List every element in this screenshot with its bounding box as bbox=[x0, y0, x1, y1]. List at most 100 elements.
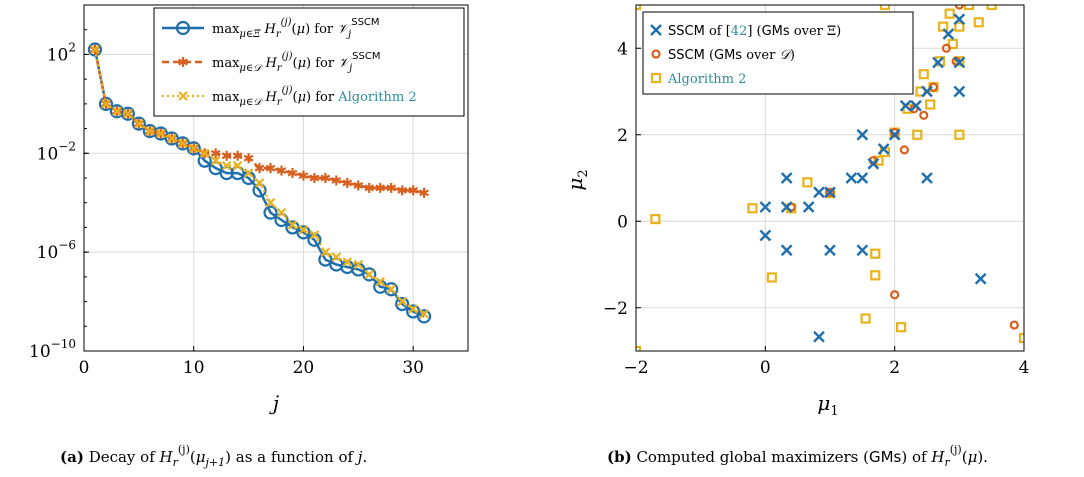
data-point bbox=[232, 160, 243, 171]
data-point bbox=[331, 252, 342, 262]
data-point bbox=[221, 160, 232, 171]
data-point bbox=[860, 313, 871, 324]
data-point bbox=[912, 129, 923, 140]
x-tick-label: −2 bbox=[623, 358, 648, 378]
panel-a-xlabel: j bbox=[269, 391, 279, 415]
data-point bbox=[298, 225, 309, 235]
caption-a: (a) Decay of Hr(j)(μj+1) as a function o… bbox=[60, 443, 367, 469]
data-point bbox=[353, 259, 364, 270]
data-point bbox=[870, 248, 881, 259]
data-point bbox=[919, 110, 929, 120]
data-point bbox=[276, 207, 287, 218]
data-point bbox=[944, 8, 955, 19]
data-point bbox=[877, 143, 890, 155]
data-point bbox=[178, 91, 188, 101]
data-point bbox=[298, 170, 309, 181]
data-point bbox=[879, 5, 891, 11]
y-tick-label: 0 bbox=[617, 212, 628, 232]
data-point bbox=[824, 244, 836, 257]
data-point bbox=[825, 187, 835, 197]
data-point bbox=[921, 172, 933, 184]
caption-a-label: (a) bbox=[60, 448, 84, 466]
data-point bbox=[938, 21, 949, 32]
data-point bbox=[186, 141, 201, 156]
data-point bbox=[867, 157, 880, 170]
data-point bbox=[408, 304, 418, 314]
data-point bbox=[243, 168, 254, 178]
data-point bbox=[419, 309, 429, 319]
data-point bbox=[384, 282, 399, 297]
legend-entry: SSCM of [42] (GMs over Ξ) bbox=[650, 24, 841, 39]
data-point bbox=[941, 43, 952, 53]
panel-b-ylabel: μ2 bbox=[563, 169, 591, 190]
data-point bbox=[963, 5, 975, 11]
data-point bbox=[375, 277, 386, 287]
data-point bbox=[395, 296, 410, 312]
panel-b-chart: −2 0 2 4 −2 0 2 4 μ1 μ2 SSCM of [42] (GMs over … bbox=[563, 4, 1029, 419]
data-point bbox=[910, 99, 922, 112]
data-point bbox=[243, 153, 254, 164]
data-point bbox=[870, 270, 881, 281]
panel-a-legend: maxμ∈Ξ Hr(j)(μ) for 𝒱jSSCM maxμ∈𝒟 Hr(j)(μ… bbox=[153, 7, 465, 117]
data-point bbox=[296, 225, 311, 240]
data-point bbox=[397, 185, 408, 196]
data-point bbox=[824, 186, 836, 199]
legend-label: maxμ∈Ξ Hr(j)(μ) for 𝒱jSSCM bbox=[212, 17, 380, 40]
data-point bbox=[210, 148, 221, 159]
data-point bbox=[386, 284, 396, 294]
data-point bbox=[364, 182, 375, 193]
y-tick-label: −2 bbox=[603, 299, 628, 319]
data-point bbox=[802, 201, 815, 213]
y-tick-label: 102 bbox=[47, 40, 76, 65]
legend-entry: maxμ∈Ξ Hr(j)(μ) for 𝒱jSSCM bbox=[162, 17, 380, 40]
data-point bbox=[386, 182, 397, 193]
data-point bbox=[947, 38, 958, 50]
y-tick-label: 10−6 bbox=[37, 238, 76, 263]
panel-b-series bbox=[636, 5, 1024, 351]
legend-box bbox=[153, 7, 465, 117]
data-point bbox=[953, 13, 966, 26]
data-point bbox=[254, 178, 265, 188]
data-point bbox=[780, 201, 793, 213]
legend-entry: maxμ∈𝒟 Hr(j)(μ) for Algorithm 2 bbox=[162, 85, 417, 108]
data-point bbox=[890, 290, 900, 300]
data-point bbox=[942, 28, 955, 40]
legend-label: Algorithm 2 bbox=[667, 72, 746, 87]
data-point bbox=[156, 128, 166, 139]
data-point bbox=[953, 85, 966, 98]
data-point bbox=[276, 165, 287, 176]
x-tick-label: 30 bbox=[402, 358, 424, 378]
data-point bbox=[254, 163, 265, 174]
data-point bbox=[120, 106, 135, 121]
data-point bbox=[362, 267, 377, 282]
data-point bbox=[780, 172, 793, 184]
panel-b-ticks: −2 0 2 4 −2 0 2 4 bbox=[603, 39, 1029, 378]
y-tick-label: 4 bbox=[617, 39, 628, 59]
x-tick-label: 0 bbox=[760, 358, 771, 378]
data-point bbox=[899, 99, 912, 112]
data-point bbox=[287, 168, 298, 179]
series-3 bbox=[90, 44, 429, 319]
data-point bbox=[650, 72, 662, 84]
data-point bbox=[954, 21, 965, 32]
data-point bbox=[932, 56, 944, 69]
legend-label: SSCM (GMs over 𝒟) bbox=[668, 48, 795, 63]
data-point bbox=[90, 44, 100, 55]
data-point bbox=[1018, 332, 1024, 344]
series-1 bbox=[759, 13, 987, 343]
data-point bbox=[1009, 320, 1019, 330]
data-point bbox=[925, 99, 936, 110]
data-point bbox=[650, 24, 662, 36]
data-point bbox=[845, 172, 858, 184]
data-point bbox=[287, 220, 298, 230]
panel-b-frame bbox=[635, 4, 1025, 352]
data-point bbox=[178, 57, 188, 67]
caption-b: (b) Computed global maximizers (GMs) of … bbox=[607, 443, 988, 469]
data-point bbox=[112, 106, 122, 117]
data-point bbox=[873, 155, 884, 166]
data-point bbox=[973, 17, 984, 28]
data-point bbox=[309, 173, 320, 183]
data-point bbox=[123, 108, 133, 119]
data-point bbox=[131, 116, 146, 131]
data-point bbox=[802, 177, 813, 188]
